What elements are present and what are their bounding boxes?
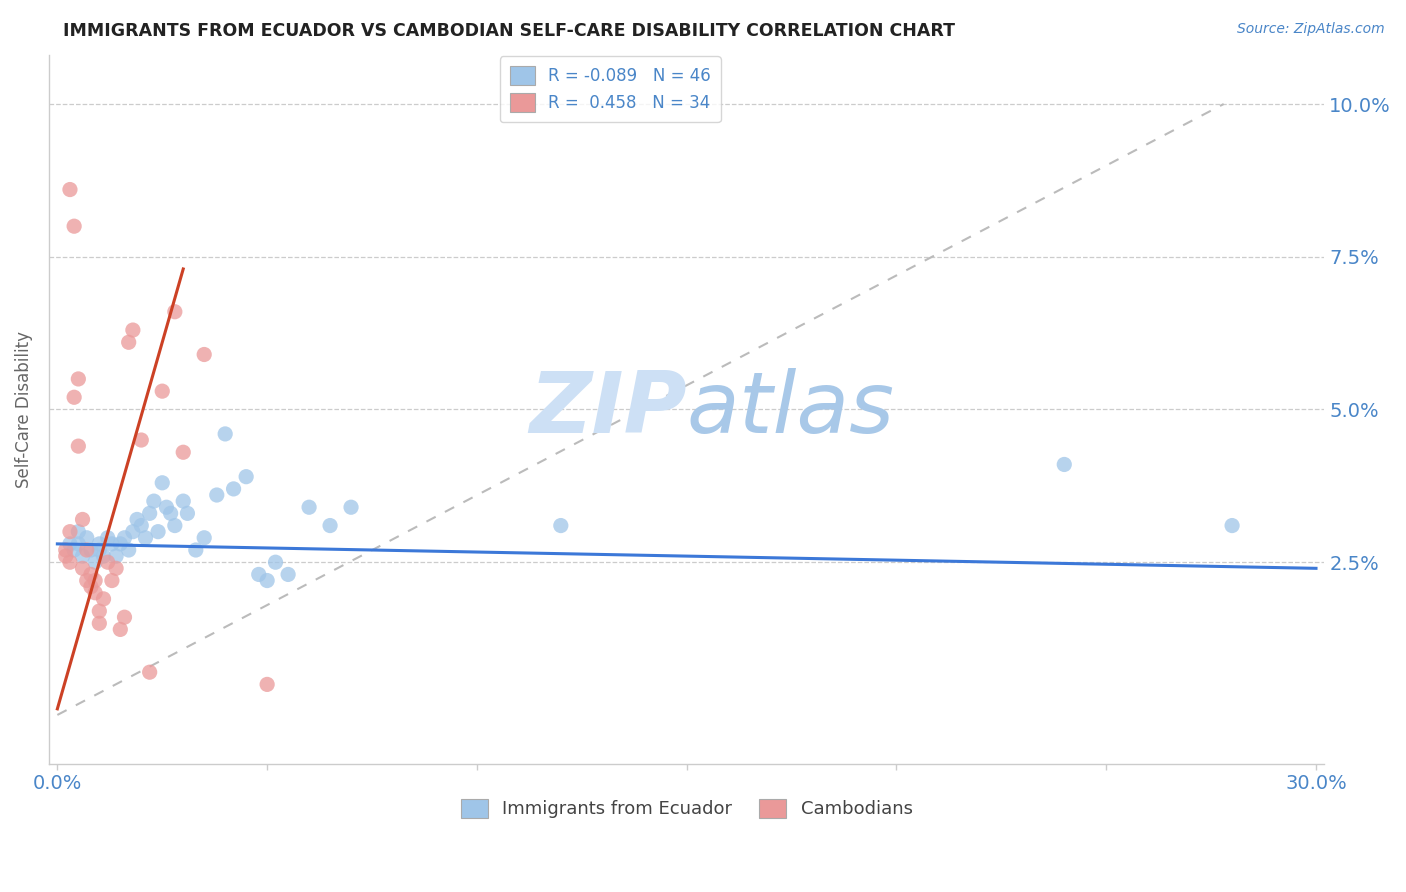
Point xyxy=(63,543,86,558)
Point xyxy=(1220,518,1243,533)
Point xyxy=(80,543,103,558)
Y-axis label: Self-Care Disability: Self-Care Disability xyxy=(15,331,32,488)
Point xyxy=(193,531,215,545)
Legend: Immigrants from Ecuador, Cambodians: Immigrants from Ecuador, Cambodians xyxy=(453,791,920,826)
Point xyxy=(235,469,257,483)
Point xyxy=(97,555,120,569)
Point xyxy=(298,500,321,515)
Point xyxy=(93,591,115,606)
Point xyxy=(256,574,278,588)
Point xyxy=(97,531,120,545)
Point xyxy=(172,494,194,508)
Point xyxy=(319,518,342,533)
Point xyxy=(159,506,181,520)
Point xyxy=(76,531,98,545)
Point xyxy=(193,347,215,361)
Point xyxy=(146,524,169,539)
Point xyxy=(101,537,124,551)
Point xyxy=(89,543,111,558)
Point xyxy=(93,549,115,563)
Point xyxy=(205,488,228,502)
Point xyxy=(67,537,90,551)
Point xyxy=(59,537,82,551)
Point xyxy=(134,531,156,545)
Point xyxy=(84,574,107,588)
Point xyxy=(125,512,148,526)
Point xyxy=(105,549,128,563)
Text: Source: ZipAtlas.com: Source: ZipAtlas.com xyxy=(1237,22,1385,37)
Point xyxy=(150,384,173,399)
Point xyxy=(59,182,82,196)
Point xyxy=(59,524,82,539)
Point xyxy=(550,518,572,533)
Point xyxy=(63,219,86,234)
Point xyxy=(59,555,82,569)
Point xyxy=(129,433,152,447)
Point xyxy=(176,506,198,520)
Point xyxy=(256,677,278,691)
Point xyxy=(76,574,98,588)
Point xyxy=(114,610,136,624)
Point xyxy=(105,561,128,575)
Point xyxy=(163,518,186,533)
Point xyxy=(1053,458,1076,472)
Point xyxy=(129,518,152,533)
Point xyxy=(55,543,77,558)
Point xyxy=(101,574,124,588)
Text: IMMIGRANTS FROM ECUADOR VS CAMBODIAN SELF-CARE DISABILITY CORRELATION CHART: IMMIGRANTS FROM ECUADOR VS CAMBODIAN SEL… xyxy=(63,22,955,40)
Point xyxy=(80,567,103,582)
Point xyxy=(55,549,77,563)
Point xyxy=(72,549,94,563)
Point xyxy=(76,543,98,558)
Point xyxy=(138,665,160,680)
Point xyxy=(155,500,177,515)
Point xyxy=(122,323,145,337)
Point xyxy=(89,537,111,551)
Point xyxy=(184,543,207,558)
Point xyxy=(138,506,160,520)
Point xyxy=(67,524,90,539)
Point xyxy=(277,567,299,582)
Point xyxy=(110,537,132,551)
Text: ZIP: ZIP xyxy=(529,368,686,451)
Point xyxy=(340,500,363,515)
Point xyxy=(150,475,173,490)
Point xyxy=(222,482,245,496)
Text: atlas: atlas xyxy=(686,368,894,451)
Point xyxy=(247,567,270,582)
Point xyxy=(84,555,107,569)
Point xyxy=(122,524,145,539)
Point xyxy=(84,586,107,600)
Point xyxy=(114,531,136,545)
Point xyxy=(264,555,287,569)
Point xyxy=(89,604,111,618)
Point xyxy=(214,426,236,441)
Point xyxy=(172,445,194,459)
Point xyxy=(89,616,111,631)
Point xyxy=(80,580,103,594)
Point xyxy=(110,623,132,637)
Point xyxy=(72,561,94,575)
Point xyxy=(67,439,90,453)
Point xyxy=(72,512,94,526)
Point xyxy=(118,335,141,350)
Point xyxy=(142,494,165,508)
Point xyxy=(118,543,141,558)
Point xyxy=(63,390,86,404)
Point xyxy=(67,372,90,386)
Point xyxy=(163,304,186,318)
